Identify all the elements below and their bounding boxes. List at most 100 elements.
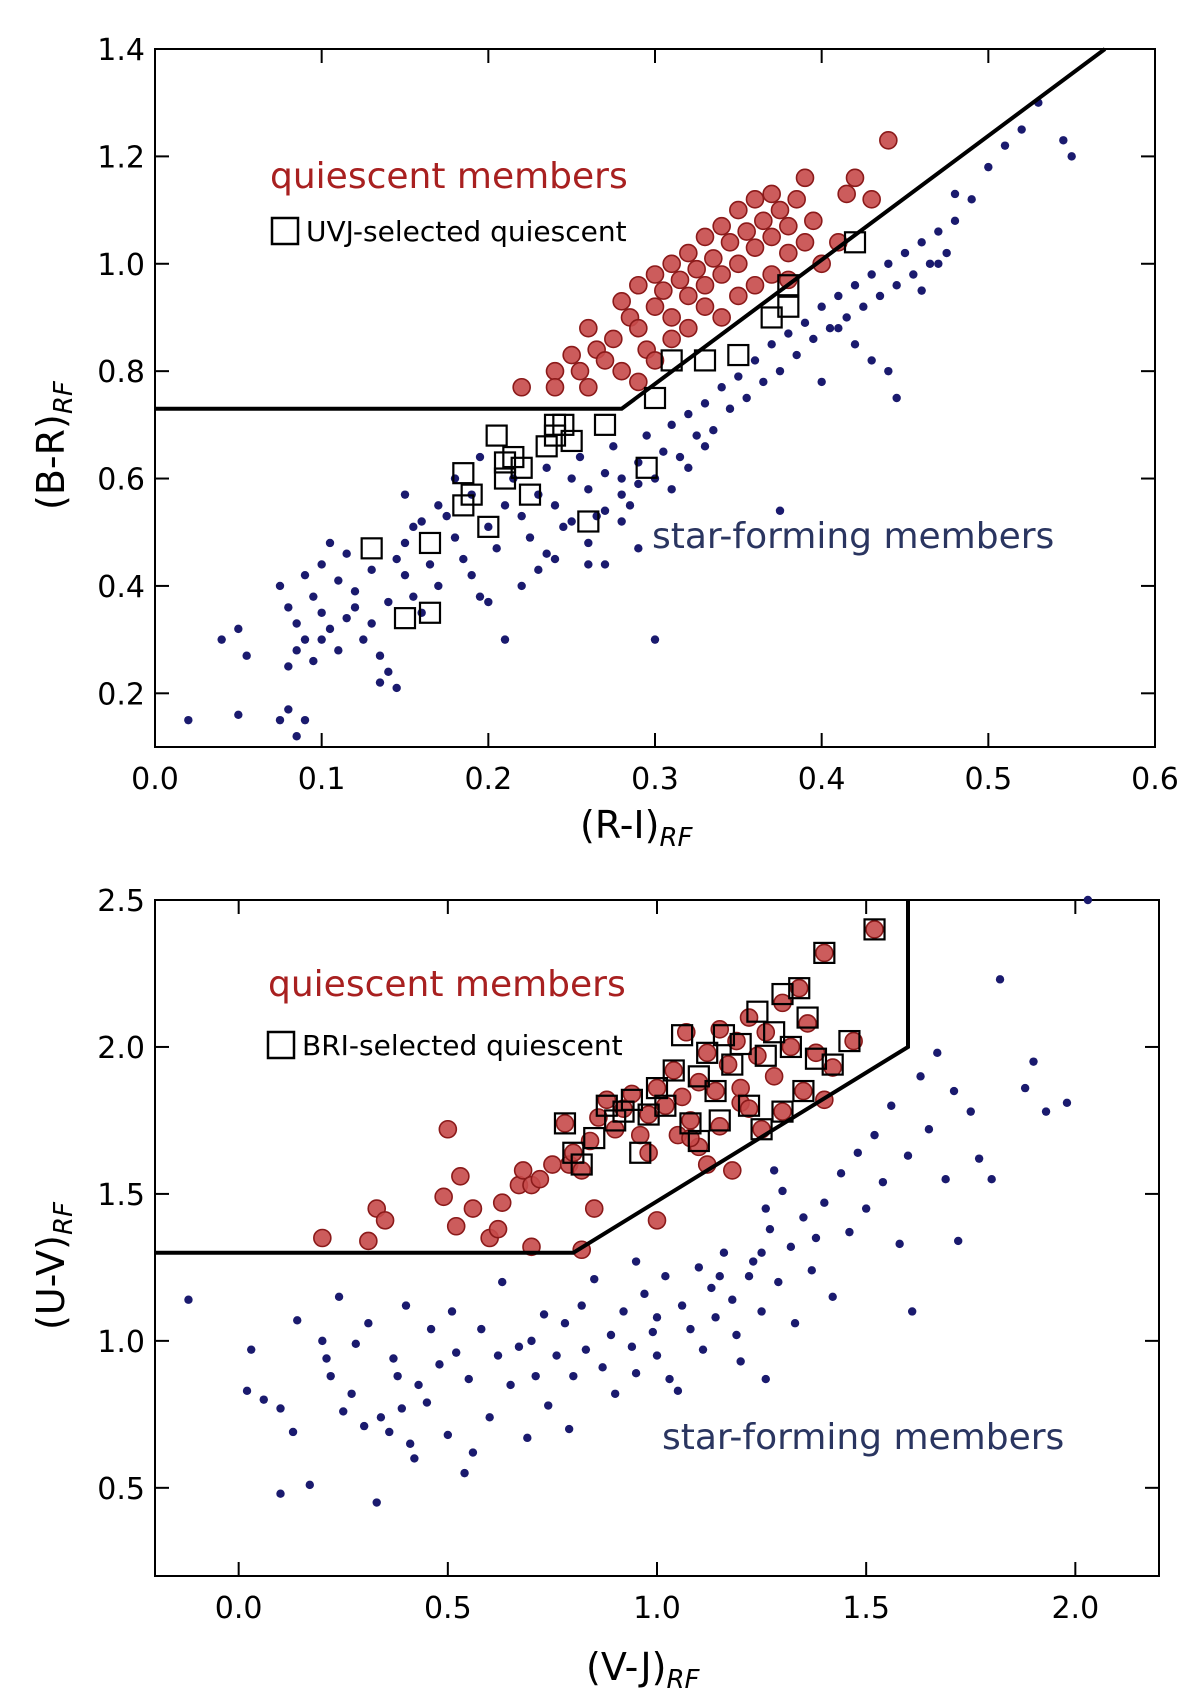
legend-label: UVJ-selected quiescent — [306, 215, 627, 248]
quiescent-point — [438, 1119, 458, 1139]
quiescent-point — [629, 372, 648, 392]
y-tick-label: 2.5 — [97, 884, 145, 919]
star-forming-point — [707, 1283, 716, 1293]
star-forming-point — [475, 592, 485, 601]
star-forming-point — [400, 538, 410, 548]
star-forming-point — [954, 1236, 963, 1246]
quiescent-point — [729, 286, 748, 306]
x-tick-label: 1.5 — [842, 1591, 890, 1626]
star-forming-point — [786, 1242, 796, 1252]
star-forming-point — [725, 404, 735, 413]
star-forming-point — [317, 560, 326, 569]
legend-label: BRI-selected quiescent — [302, 1029, 623, 1062]
star-forming-point — [464, 1374, 473, 1384]
quiescent-point — [639, 1143, 658, 1163]
star-forming-point — [284, 603, 293, 612]
star-forming-point — [842, 313, 851, 322]
star-forming-point — [870, 1130, 879, 1140]
quiescent-point — [844, 1031, 863, 1051]
star-forming-point — [600, 468, 610, 478]
star-forming-point — [861, 1204, 871, 1213]
quiescent-point — [672, 1087, 692, 1107]
star-forming-point — [640, 1289, 649, 1299]
quiescent-point — [595, 351, 615, 370]
star-forming-point — [859, 302, 868, 311]
quiescent-point — [837, 184, 856, 204]
x-tick-label: 2.0 — [1051, 1591, 1099, 1626]
selected-quiescent-square — [863, 918, 886, 941]
selected-quiescent-square — [679, 1112, 702, 1135]
star-forming-point — [339, 1407, 348, 1416]
y-axis-label: (B-R)RF — [29, 380, 79, 510]
star-forming-point — [761, 1374, 770, 1384]
quiescent-point — [706, 1081, 725, 1101]
star-forming-point — [884, 366, 893, 376]
quiescent-point — [622, 1084, 642, 1104]
quiescent-point — [512, 377, 531, 397]
quiescent-point — [804, 211, 823, 231]
star-forming-point — [974, 1154, 984, 1163]
star-forming-point — [820, 1198, 829, 1207]
star-forming-point — [359, 1421, 369, 1431]
quiescent-point — [584, 1199, 604, 1218]
quiescent-point — [612, 292, 631, 311]
star-forming-point — [995, 975, 1005, 984]
selected-quiescent-square — [577, 510, 600, 533]
star-forming-point — [606, 1330, 616, 1340]
selected-quiescent-square — [693, 349, 717, 372]
quiescent-point — [729, 200, 748, 220]
quiescent-point — [823, 1058, 843, 1077]
quiescent-point — [589, 1108, 608, 1127]
quiescent-point — [629, 275, 648, 295]
star-forming-point — [907, 1307, 917, 1316]
star-forming-point — [700, 442, 710, 451]
quiescent-point — [492, 1193, 512, 1213]
star-forming-point — [709, 426, 718, 435]
star-forming-point — [359, 635, 368, 644]
star-forming-point — [468, 1448, 478, 1457]
star-forming-point — [385, 1427, 394, 1437]
y-tick-labels: 0.2 0.4 0.6 0.8 1.0 1.2 1.4 — [97, 33, 145, 712]
selected-quiescent-square — [687, 1065, 710, 1088]
star-forming-point — [592, 511, 601, 521]
star-forming-point — [342, 613, 351, 623]
star-forming-point — [817, 377, 826, 387]
selected-quiescent-square — [562, 1141, 585, 1164]
star-forming-point — [917, 238, 926, 247]
star-forming-point — [498, 1277, 507, 1287]
x-tick-labels: 0.0 0.5 1.0 1.5 2.0 — [215, 1591, 1099, 1626]
star-forming-points — [184, 98, 1076, 741]
star-forming-point — [292, 646, 301, 655]
quiescent-point — [639, 1105, 658, 1124]
star-forming-point — [875, 291, 885, 301]
star-forming-point — [584, 538, 593, 548]
x-tick-label: 0.0 — [215, 1591, 263, 1626]
star-forming-point — [414, 1380, 423, 1390]
star-forming-point — [493, 1351, 503, 1360]
star-forming-point — [492, 544, 501, 553]
star-forming-point — [800, 318, 810, 328]
star-forming-point — [757, 1248, 766, 1257]
quiescent-point — [662, 254, 681, 274]
star-forming-point — [942, 248, 951, 258]
selected-quiescent-square — [553, 1112, 577, 1135]
quiescent-point — [662, 308, 681, 327]
star-forming-point — [609, 442, 618, 451]
quiescent-point — [543, 1155, 562, 1174]
selection-boundary-line — [155, 900, 910, 1255]
star-forming-point — [774, 1277, 783, 1287]
star-forming-point — [401, 1301, 411, 1310]
selected-quiescent-square — [418, 601, 442, 624]
selected-quiescent-square — [763, 1021, 786, 1044]
star-forming-point — [845, 1227, 854, 1237]
selected-quiescent-square — [629, 1141, 652, 1164]
y-tick-labels: 0.5 1.0 1.5 2.0 2.5 — [97, 884, 145, 1507]
star-forming-point — [1017, 125, 1026, 134]
selected-quiescent-square — [595, 1094, 618, 1117]
star-forming-point — [234, 710, 243, 719]
star-forming-point — [967, 195, 976, 204]
star-forming-point — [917, 286, 926, 295]
quiescent-point — [545, 377, 565, 397]
star-forming-point — [625, 501, 635, 510]
star-forming-point — [364, 1319, 373, 1328]
